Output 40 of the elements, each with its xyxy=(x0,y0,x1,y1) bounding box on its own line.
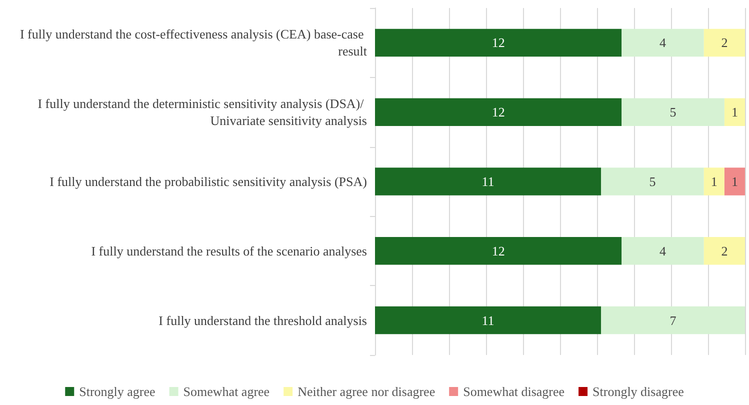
y-tick-label: I fully understand the threshold analysis xyxy=(158,312,367,328)
bar xyxy=(704,28,745,57)
legend-label: Somewhat agree xyxy=(183,384,270,399)
data-label: 2 xyxy=(721,35,728,50)
data-label: 7 xyxy=(670,312,677,328)
data-label: 1 xyxy=(710,174,718,189)
bar xyxy=(622,98,724,126)
data-label: 1 xyxy=(731,174,738,189)
data-label: 11 xyxy=(482,312,494,328)
bar xyxy=(704,168,724,196)
data-label: 5 xyxy=(670,104,676,120)
bar xyxy=(724,98,745,126)
data-label: 4 xyxy=(660,35,667,50)
y-tick-label: I fully understand the cost-effectiveness analysis (CEA) base-case result xyxy=(20,26,368,59)
bar xyxy=(724,168,745,196)
bar xyxy=(601,168,704,196)
data-label: 2 xyxy=(721,243,728,258)
y-tick-label: I fully understand the deterministic sensitivity analysis (DSA)/ Univariate sensitivity analysis xyxy=(38,96,367,128)
bar xyxy=(375,98,622,126)
legend-label: Strongly disagree xyxy=(592,384,684,399)
legend-label: Somewhat disagree xyxy=(463,384,565,399)
bar xyxy=(622,28,704,57)
y-tick-label: I fully understand the probabilistic sensitivity analysis (PSA) xyxy=(50,174,367,189)
bar xyxy=(704,237,745,265)
bar xyxy=(622,237,704,265)
data-label: 12 xyxy=(492,35,505,50)
bar xyxy=(375,306,602,334)
y-tick-label: I fully understand the results of the scenario analyses xyxy=(91,243,367,258)
data-label: 4 xyxy=(660,243,667,258)
data-label: 11 xyxy=(482,174,494,189)
data-label: 12 xyxy=(492,104,505,120)
bar xyxy=(375,168,602,196)
data-label: 5 xyxy=(649,174,656,189)
bar xyxy=(375,28,622,57)
legend-label: Neither agree nor disagree xyxy=(298,384,436,399)
legend-label: Strongly agree xyxy=(79,384,156,399)
bar xyxy=(601,306,745,334)
bar xyxy=(375,237,622,265)
data-label: 1 xyxy=(731,104,738,120)
data-label: 12 xyxy=(492,243,505,258)
